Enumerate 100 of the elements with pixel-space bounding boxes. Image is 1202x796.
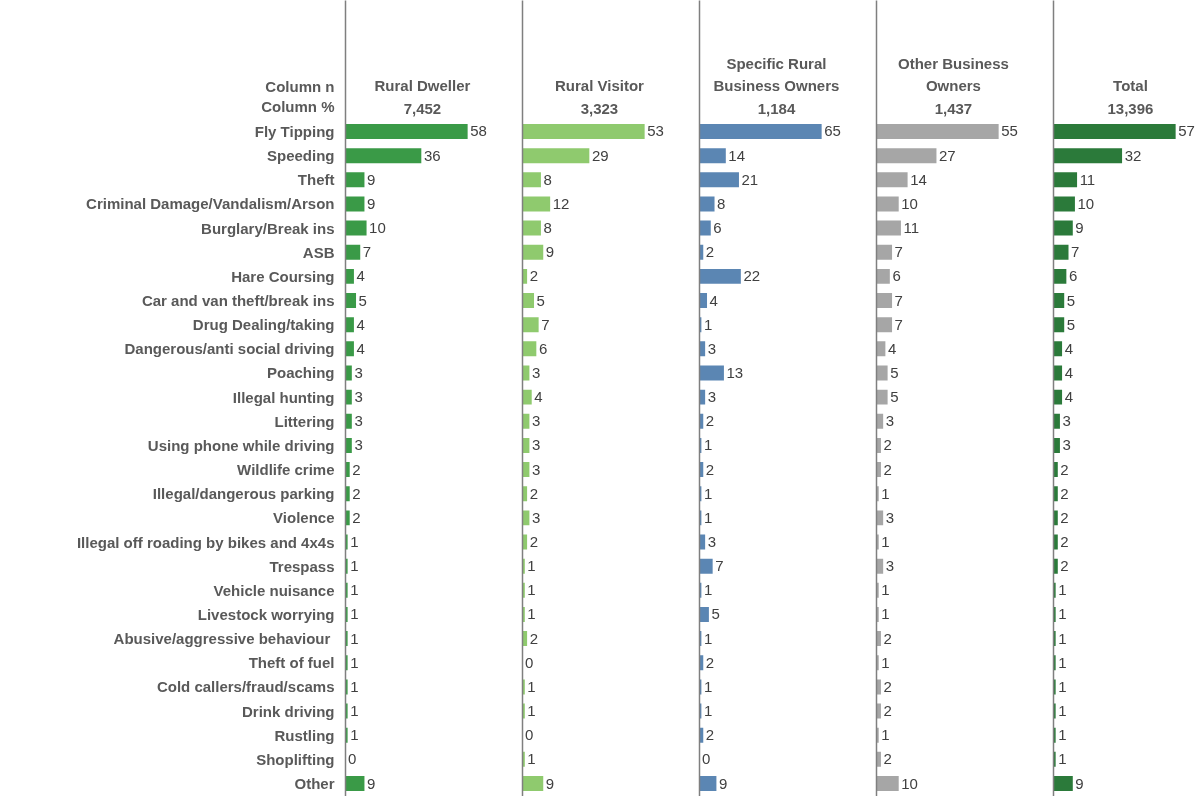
- data-label: 8: [717, 194, 726, 212]
- data-label: 2: [705, 243, 715, 261]
- data-label: 65: [824, 122, 841, 140]
- data-label: 27: [939, 146, 956, 164]
- data-label: 4: [356, 315, 365, 333]
- y-tick-label: Illegal/dangerous parking: [152, 485, 335, 503]
- y-tick-label: Theft of fuel: [248, 654, 335, 672]
- chart-subtitle: 7,452: [403, 99, 442, 117]
- data-label: 1: [350, 702, 359, 720]
- data-label: 1: [703, 315, 713, 333]
- data-label: 2: [529, 629, 539, 647]
- data-label: 1: [527, 750, 536, 768]
- data-label: 1: [881, 605, 890, 623]
- y-tick-label: Burglary/Break ins: [201, 219, 335, 237]
- data-label: 1: [1058, 581, 1067, 599]
- data-label: 53: [647, 122, 664, 140]
- data-label: 1: [527, 605, 536, 623]
- data-label: 3: [531, 508, 541, 526]
- data-label: 29: [591, 146, 609, 164]
- data-label: 10: [901, 194, 918, 212]
- data-label: 2: [352, 508, 361, 526]
- data-label: 3: [1062, 412, 1071, 430]
- data-label: 1: [350, 581, 359, 599]
- data-label: 2: [529, 533, 539, 551]
- y-tick-label: Livestock worrying: [197, 605, 335, 623]
- y-tick-label: Abusive/aggressive behaviour: [113, 630, 331, 648]
- y-tick-label: Littering: [274, 412, 335, 430]
- y-tick-label: ASB: [302, 243, 335, 261]
- data-label: 2: [883, 629, 892, 647]
- data-label: 1: [1058, 702, 1067, 720]
- data-label: 2: [883, 436, 892, 454]
- data-label: 32: [1124, 146, 1142, 164]
- y-tick-label: Illegal off roading by bikes and 4x4s: [76, 533, 335, 551]
- y-tick-label: Criminal Damage/Vandalism/Arson: [86, 195, 335, 213]
- data-label: 2: [883, 460, 892, 478]
- data-label: 1: [527, 581, 536, 599]
- data-label: 10: [1077, 194, 1095, 212]
- data-label: 1: [527, 557, 536, 575]
- data-label: 0: [702, 750, 711, 768]
- data-label: 1: [527, 677, 536, 695]
- data-label: 3: [885, 508, 895, 526]
- data-label: 1: [881, 533, 890, 551]
- data-label: 6: [1068, 267, 1078, 285]
- data-label: 14: [728, 146, 746, 164]
- data-label: 7: [894, 243, 903, 261]
- chart-title: Total: [1113, 77, 1148, 95]
- data-label: 1: [703, 702, 713, 720]
- data-label: 2: [1060, 484, 1069, 502]
- data-label: 2: [705, 726, 715, 744]
- data-label: 3: [885, 412, 895, 430]
- data-label: 1: [881, 726, 890, 744]
- data-label: 10: [901, 774, 918, 792]
- y-tick-label: Fly Tipping: [254, 122, 335, 140]
- data-label: 2: [883, 702, 892, 720]
- y-tick-label: Hare Coursing: [231, 267, 335, 285]
- data-label: 7: [894, 291, 903, 309]
- data-label: 5: [358, 291, 367, 309]
- data-label: 4: [356, 339, 365, 357]
- data-label: 3: [531, 363, 541, 381]
- y-tick-label: Other: [294, 775, 335, 792]
- chart-title: Rural Visitor: [554, 77, 645, 95]
- y-tick-label: Rustling: [274, 726, 335, 744]
- data-label: 7: [894, 315, 903, 333]
- data-label: 1: [350, 629, 359, 647]
- data-label: 1: [881, 581, 890, 599]
- data-label: 5: [1066, 291, 1076, 309]
- data-label: 1: [703, 508, 713, 526]
- data-label: 2: [705, 460, 715, 478]
- data-label: 6: [713, 219, 722, 237]
- data-label: 11: [903, 219, 920, 237]
- data-label: 9: [545, 774, 555, 792]
- data-label: 36: [423, 146, 441, 164]
- chart-subtitle: 13,396: [1107, 99, 1154, 117]
- data-label: 3: [531, 460, 541, 478]
- y-tick-label: Shoplifting: [256, 750, 335, 768]
- data-label: 2: [883, 677, 892, 695]
- data-label: 7: [715, 557, 724, 575]
- data-label: 6: [892, 267, 901, 285]
- data-label: 1: [881, 484, 890, 502]
- y-tick-label: Poaching: [266, 364, 335, 382]
- data-label: 9: [367, 194, 376, 212]
- chart-title: Rural Dweller: [374, 77, 471, 95]
- data-label: 4: [1064, 388, 1073, 406]
- data-label: 9: [1075, 219, 1084, 237]
- data-label: 1: [350, 677, 359, 695]
- y-tick-label: Drink driving: [241, 702, 335, 720]
- data-label: 4: [1064, 339, 1073, 357]
- data-label: 1: [1058, 605, 1067, 623]
- data-label: 22: [743, 267, 761, 285]
- y-tick-label: Cold callers/fraud/scams: [156, 678, 335, 696]
- data-label: 3: [707, 339, 717, 357]
- data-label: 1: [1058, 653, 1067, 671]
- y-tick-label: Dangerous/anti social driving: [124, 340, 335, 358]
- data-label: 13: [726, 363, 744, 381]
- data-label: 7: [1071, 243, 1080, 261]
- data-label: 3: [531, 436, 541, 454]
- data-label: 4: [709, 291, 718, 309]
- data-label: 1: [350, 653, 359, 671]
- data-label: 1: [350, 533, 359, 551]
- data-label: 3: [531, 412, 541, 430]
